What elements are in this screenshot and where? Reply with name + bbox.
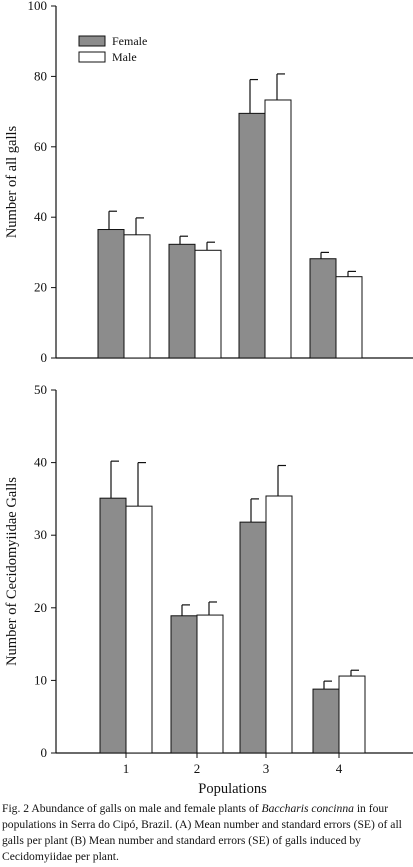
legend-swatch-male <box>78 51 106 63</box>
bar-male-4 <box>335 276 363 359</box>
y-tick-label: 20 <box>34 280 47 295</box>
bar-male-1 <box>123 234 151 359</box>
y-tick-label: 0 <box>41 745 48 760</box>
bar-male-2 <box>194 249 222 359</box>
bar-male-1 <box>125 505 153 754</box>
bar-male-3 <box>265 495 293 754</box>
bar-female-4 <box>309 258 337 359</box>
y-tick-label: 50 <box>34 382 47 397</box>
bar-female-1 <box>97 229 125 359</box>
x-tick-label: 1 <box>123 761 130 776</box>
bar-female-4 <box>312 688 340 754</box>
y-tick-label: 0 <box>41 350 48 365</box>
y-tick-label: 80 <box>34 68 47 83</box>
bar-female-2 <box>168 243 196 359</box>
bar-female-2 <box>170 615 198 754</box>
y-axis-label: Number of Cecidomyiidae Galls <box>4 477 20 666</box>
x-tick-label: 2 <box>194 761 201 776</box>
bar-female-3 <box>239 521 267 754</box>
bar-male-4 <box>338 675 366 754</box>
caption-suffix: in four populations in Serra do Cipó, Br… <box>2 802 402 863</box>
bar-female-3 <box>238 112 266 359</box>
figure-caption: Fig. 2 Abundance of galls on male and fe… <box>2 801 412 865</box>
y-tick-label: 100 <box>28 0 48 13</box>
y-tick-label: 20 <box>34 600 47 615</box>
chart-panel-a <box>51 5 413 359</box>
legend-swatch-female <box>78 35 106 47</box>
bar-male-3 <box>264 99 292 359</box>
bar-male-2 <box>196 614 224 754</box>
bar-female-1 <box>99 497 127 754</box>
caption-prefix: Fig. 2 Abundance of galls on male and fe… <box>2 802 262 815</box>
chart-panel-b <box>51 389 413 758</box>
x-tick-label: 4 <box>336 761 343 776</box>
x-axis-label: Populations <box>198 781 267 797</box>
y-tick-label: 40 <box>34 455 47 470</box>
legend-label-female: Female <box>112 34 147 48</box>
y-axis-label: Number of all galls <box>4 125 20 238</box>
legend-label-male: Male <box>112 50 137 64</box>
y-tick-label: 30 <box>34 527 47 542</box>
y-tick-label: 40 <box>34 209 47 224</box>
y-tick-label: 10 <box>34 672 47 687</box>
y-tick-label: 60 <box>34 139 47 154</box>
x-tick-label: 3 <box>263 761 270 776</box>
caption-species: Baccharis concinna <box>261 802 354 815</box>
